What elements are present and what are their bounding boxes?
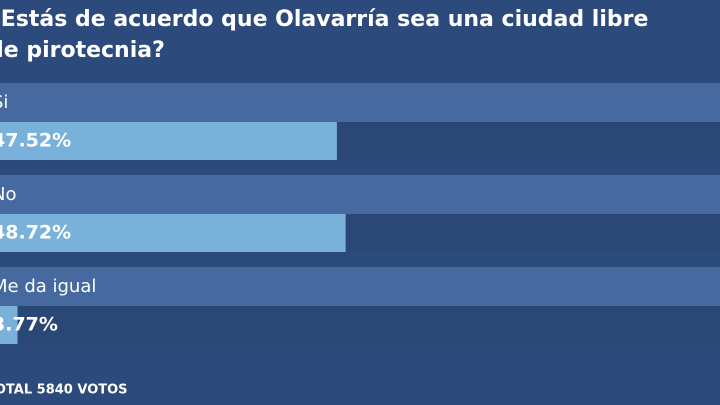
option-label: Me da igual bbox=[0, 276, 96, 297]
percentage-label: 47.52% bbox=[0, 130, 71, 152]
option-label: Si bbox=[0, 92, 8, 113]
total-votes: TOTAL 5840 VOTOS bbox=[0, 383, 128, 398]
option-band bbox=[0, 175, 720, 214]
option-label: No bbox=[0, 184, 16, 205]
bar bbox=[0, 306, 18, 344]
option-band bbox=[0, 267, 720, 306]
percentage-label: 3.77% bbox=[0, 314, 58, 336]
bar-track bbox=[0, 306, 720, 344]
option-band bbox=[0, 83, 720, 122]
poll-question: ¿Estás de acuerdo que Olavarría sea una … bbox=[0, 7, 649, 63]
bar bbox=[0, 214, 346, 252]
percentage-label: 48.72% bbox=[0, 222, 71, 244]
bar bbox=[0, 122, 337, 160]
